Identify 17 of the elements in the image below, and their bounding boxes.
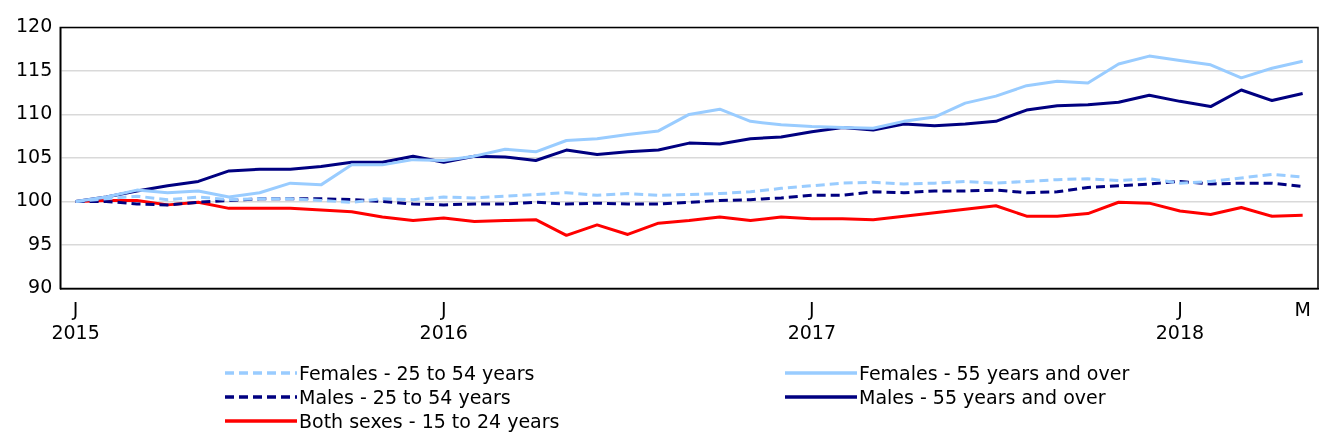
x-tick-label: J 2015 [51, 297, 100, 343]
y-tick-label: 110 [16, 101, 53, 124]
x-tick-label: J 2018 [1155, 297, 1205, 343]
legend-label: Males - 55 years and over [859, 386, 1106, 408]
x-tick-label: J 2016 [419, 297, 468, 343]
y-tick-label: 90 [28, 275, 53, 298]
legend-label: Males - 25 to 54 years [299, 386, 511, 408]
legend-label: Both sexes - 15 to 24 years [299, 410, 560, 432]
x-tick-label: M [1294, 297, 1311, 320]
legend-label: Females - 25 to 54 years [299, 362, 535, 384]
y-tick-label: 95 [28, 231, 53, 254]
y-tick-label: 100 [16, 188, 53, 211]
x-tick-label: J 2017 [787, 297, 837, 343]
legend-label: Females - 55 years and over [859, 362, 1130, 384]
y-tick-label: 115 [16, 57, 53, 80]
y-tick-label: 120 [16, 14, 53, 37]
y-tick-label: 105 [16, 144, 53, 167]
